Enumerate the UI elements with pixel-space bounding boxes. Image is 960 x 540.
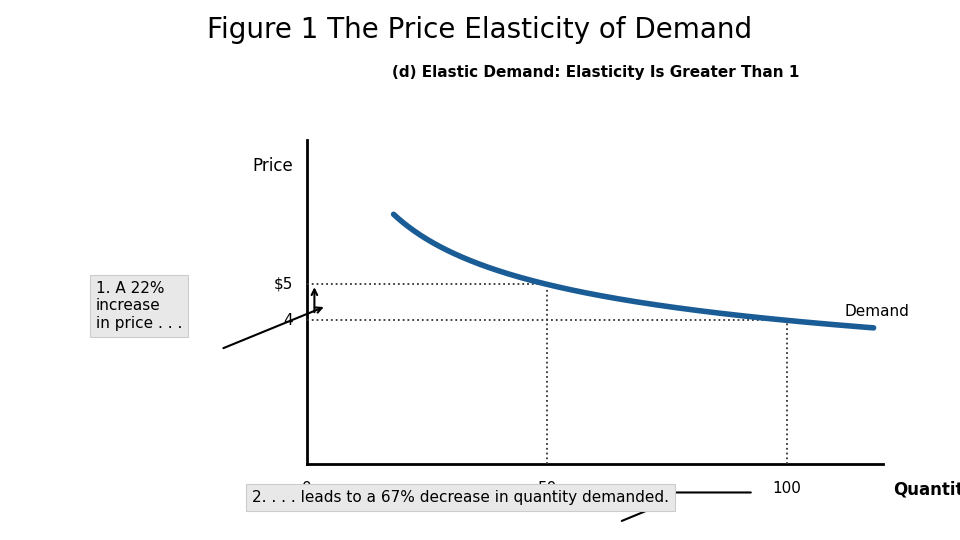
Text: 50: 50: [538, 481, 557, 496]
Text: Figure 1 The Price Elasticity of Demand: Figure 1 The Price Elasticity of Demand: [207, 16, 753, 44]
Text: Price: Price: [252, 157, 293, 174]
Text: $5: $5: [274, 277, 293, 292]
Text: Quantity: Quantity: [893, 481, 960, 498]
Text: 2. . . . leads to a 67% decrease in quantity demanded.: 2. . . . leads to a 67% decrease in quan…: [252, 490, 669, 505]
Text: 0: 0: [302, 481, 312, 496]
Text: 4: 4: [283, 313, 293, 328]
Text: Demand: Demand: [845, 305, 910, 319]
Text: 100: 100: [773, 481, 802, 496]
Text: 1. A 22%
increase
in price . . .: 1. A 22% increase in price . . .: [96, 281, 182, 330]
Text: (d) Elastic Demand: Elasticity Is Greater Than 1: (d) Elastic Demand: Elasticity Is Greate…: [392, 65, 799, 80]
